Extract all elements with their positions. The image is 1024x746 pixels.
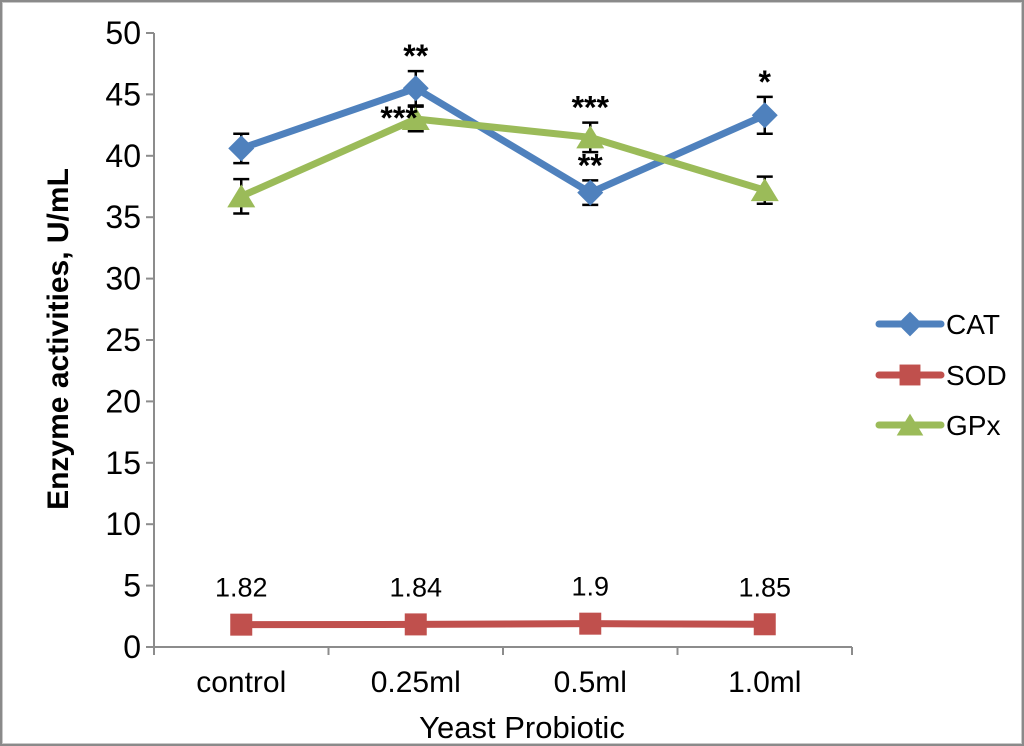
y-tick-label: 40 — [105, 138, 141, 174]
legend-item-sod: SOD — [875, 360, 1007, 391]
legend-label-gpx: GPx — [946, 410, 1000, 441]
data-label-sod: 1.82 — [215, 573, 268, 603]
y-axis-title: Enzyme activities, U/mL — [42, 168, 75, 510]
legend-label-sod: SOD — [946, 360, 1007, 391]
series-marker-sod — [753, 613, 776, 636]
legend-item-cat: CAT — [875, 309, 1000, 340]
series-line-sod — [237, 620, 769, 629]
series-marker-sod — [404, 613, 427, 636]
y-tick-label: 0 — [123, 629, 141, 665]
annotation-stars: * — [759, 64, 772, 100]
y-tick-label: 15 — [105, 445, 141, 481]
y-tick-label: 5 — [123, 568, 141, 604]
legend-label-cat: CAT — [946, 309, 1000, 340]
series-line-gpx — [237, 115, 769, 200]
y-tick-label: 50 — [105, 15, 141, 51]
series-marker-gpx — [750, 178, 779, 202]
series-marker-cat — [577, 179, 604, 206]
series-marker-gpx — [576, 125, 605, 149]
legend-marker-sod — [899, 364, 921, 386]
series-marker-sod — [230, 613, 253, 636]
legend-marker-cat — [897, 311, 923, 337]
x-tick-label: 1.0ml — [728, 666, 801, 699]
data-label-sod: 1.9 — [571, 572, 609, 602]
y-tick-label: 25 — [105, 322, 141, 358]
x-tick-label: 0.5ml — [554, 666, 627, 699]
data-label-sod: 1.84 — [389, 572, 442, 602]
series-marker-gpx — [227, 184, 256, 208]
annotation-stars: *** — [380, 100, 418, 136]
series-marker-sod — [579, 612, 602, 635]
y-tick-label: 45 — [105, 76, 141, 112]
legend-item-gpx: GPx — [875, 410, 1000, 441]
y-tick-label: 20 — [105, 383, 141, 419]
x-axis-title: Yeast Probiotic — [419, 710, 625, 745]
annotation-stars: *** — [572, 90, 610, 126]
x-tick-label: 0.25ml — [371, 666, 461, 699]
y-tick-label: 10 — [105, 506, 141, 542]
y-tick-label: 35 — [105, 199, 141, 235]
x-tick-label: control — [196, 666, 286, 699]
annotation-stars: ** — [403, 38, 428, 74]
y-tick-label: 30 — [105, 261, 141, 297]
annotation-stars: ** — [578, 147, 603, 183]
series-marker-cat — [751, 102, 778, 129]
legend-marker-gpx — [896, 413, 924, 436]
data-label-sod: 1.85 — [738, 572, 791, 602]
series-marker-cat — [402, 75, 429, 102]
series-line-cat — [237, 84, 769, 197]
series-marker-cat — [228, 135, 255, 162]
series-marker-gpx — [401, 106, 430, 130]
